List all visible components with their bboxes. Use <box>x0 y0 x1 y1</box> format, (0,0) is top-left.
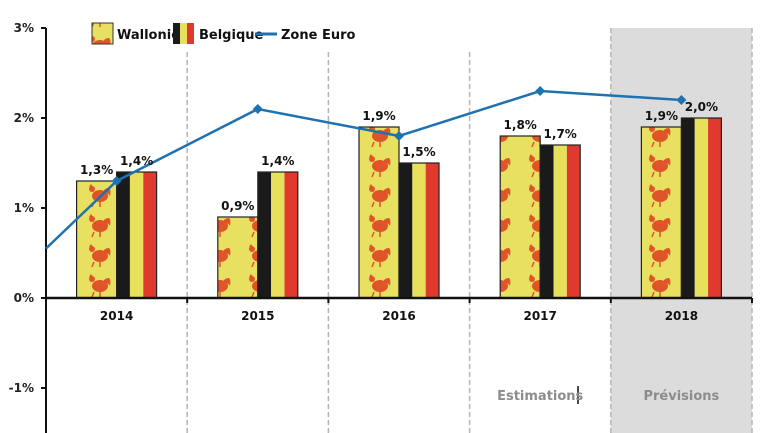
bar-belgique-stripe <box>425 163 439 298</box>
bar-belgique-stripe <box>143 172 157 298</box>
data-label-belgique: 1,5% <box>402 145 435 159</box>
bar-wallonie <box>217 216 259 299</box>
bar-wallonie <box>358 126 400 299</box>
legend-label-zone-euro: Zone Euro <box>281 28 356 43</box>
bar-wallonie <box>499 135 541 299</box>
annotation-estimations: Estimations <box>497 389 583 404</box>
y-tick-label: 1% <box>14 201 34 215</box>
legend-swatch-wallonie <box>91 22 114 45</box>
category-label: 2015 <box>241 309 274 323</box>
data-label-belgique: 1,4% <box>261 154 294 168</box>
bar-belgique-stripe <box>257 172 272 298</box>
bar-wallonie <box>640 126 683 299</box>
category-label: 2014 <box>100 309 133 323</box>
bar-belgique-stripe <box>129 172 144 298</box>
bar-belgique-stripe <box>271 172 285 298</box>
bar-belgique-stripe <box>116 172 130 298</box>
bar-belgique-stripe <box>681 118 695 298</box>
legend-label-belgique: Belgique <box>199 28 264 43</box>
bar-belgique-stripe <box>412 163 426 298</box>
data-label-belgique: 2,0% <box>685 100 718 114</box>
bar-belgique-stripe <box>566 145 581 298</box>
bar-belgique-stripe <box>284 172 298 298</box>
bar-belgique-stripe <box>553 145 567 298</box>
data-label-wallonie: 1,3% <box>80 163 113 177</box>
category-label: 2016 <box>382 309 415 323</box>
category-label: 2017 <box>523 309 556 323</box>
bar-belgique-stripe <box>399 163 413 298</box>
annotation-previsions: Prévisions <box>643 389 719 404</box>
line-zone-euro <box>45 89 682 250</box>
marker-zone-euro <box>111 176 122 186</box>
bar-belgique-stripe <box>708 118 722 298</box>
marker-zone-euro <box>676 95 687 105</box>
legend-swatch-belgique-stripe <box>180 23 187 44</box>
bar-belgique-stripe <box>694 118 709 298</box>
data-label-belgique: 1,7% <box>544 127 577 141</box>
legend-label-wallonie: Wallonie <box>117 28 180 43</box>
marker-zone-euro <box>394 131 404 141</box>
bar-belgique-stripe <box>540 145 554 298</box>
legend-swatch-belgique-stripe <box>187 23 194 44</box>
marker-zone-euro <box>252 104 263 114</box>
y-tick-label: 2% <box>14 111 34 125</box>
data-label-wallonie: 1,9% <box>362 109 395 123</box>
y-tick-label: 0% <box>14 291 34 305</box>
category-label: 2018 <box>665 309 698 323</box>
data-label-wallonie: 1,8% <box>504 118 537 132</box>
legend-swatch-belgique-stripe <box>173 23 180 44</box>
data-label-wallonie: 0,9% <box>221 199 254 213</box>
data-label-belgique: 1,4% <box>120 154 153 168</box>
marker-zone-euro <box>535 86 546 96</box>
y-tick-label: 3% <box>14 21 34 35</box>
data-label-wallonie: 1,9% <box>645 109 678 123</box>
y-tick-label: -1% <box>9 381 34 395</box>
